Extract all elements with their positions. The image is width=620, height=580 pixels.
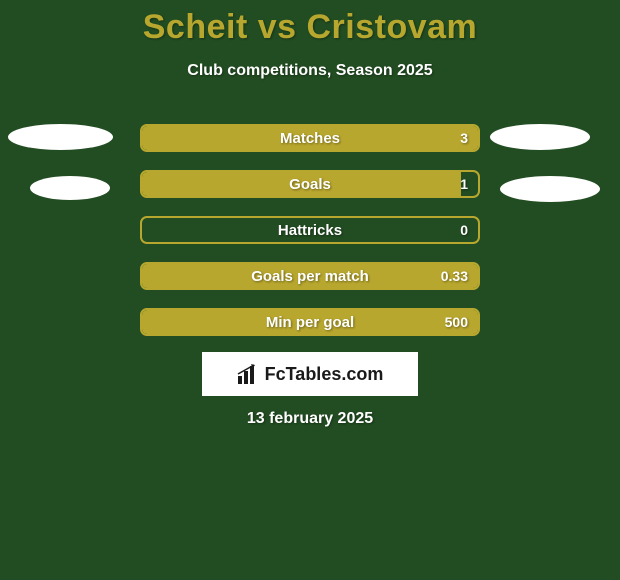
- decor-ellipse-2: [30, 176, 110, 200]
- stat-bar-value: 0: [460, 218, 468, 242]
- decor-ellipse-3: [500, 176, 600, 202]
- stat-bar-value: 3: [460, 126, 468, 150]
- stat-bar-label: Matches: [142, 126, 478, 150]
- stat-bar-0: Matches3: [140, 124, 480, 152]
- stat-bar-3: Goals per match0.33: [140, 262, 480, 290]
- page-subtitle: Club competitions, Season 2025: [0, 62, 620, 80]
- stat-bar-label: Goals: [142, 172, 478, 196]
- stat-bar-value: 1: [460, 172, 468, 196]
- stat-bar-value: 0.33: [441, 264, 468, 288]
- stat-bar-label: Hattricks: [142, 218, 478, 242]
- bars-icon: [237, 364, 259, 384]
- stat-bar-2: Hattricks0: [140, 216, 480, 244]
- stat-bar-label: Goals per match: [142, 264, 478, 288]
- logo-text: FcTables.com: [265, 364, 384, 385]
- stat-bar-4: Min per goal500: [140, 308, 480, 336]
- stat-bar-1: Goals1: [140, 170, 480, 198]
- site-logo: FcTables.com: [202, 352, 418, 396]
- stat-bar-label: Min per goal: [142, 310, 478, 334]
- stat-bar-value: 500: [445, 310, 468, 334]
- page-title: Scheit vs Cristovam: [0, 8, 620, 47]
- decor-ellipse-0: [8, 124, 113, 150]
- comparison-canvas: Scheit vs Cristovam Club competitions, S…: [0, 0, 620, 580]
- footer-date: 13 february 2025: [0, 410, 620, 428]
- decor-ellipse-1: [490, 124, 590, 150]
